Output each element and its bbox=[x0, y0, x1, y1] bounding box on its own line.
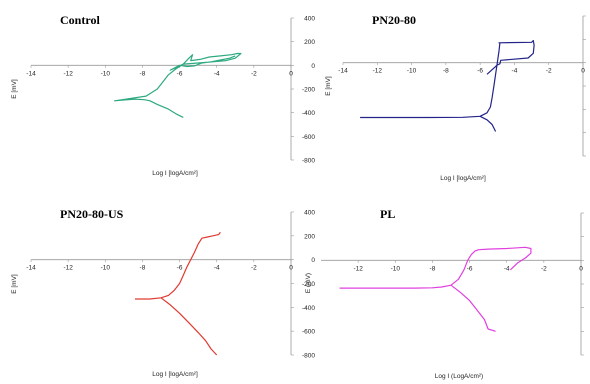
y-tick-label: -800 bbox=[302, 353, 315, 360]
y-tick-label: -600 bbox=[302, 134, 315, 141]
chart-title: Control bbox=[60, 13, 100, 27]
x-tick-label: -2 bbox=[546, 68, 552, 75]
series-line-1 bbox=[360, 39, 535, 119]
y-tick-label: -200 bbox=[302, 87, 315, 94]
x-tick-label: -12 bbox=[63, 70, 73, 77]
x-tick-label: -14 bbox=[26, 265, 36, 272]
x-tick-label: -6 bbox=[477, 68, 483, 75]
x-tick-label: -8 bbox=[140, 265, 146, 272]
x-tick-label: -8 bbox=[443, 68, 449, 75]
x-axis-label: Log I [logA/cm²] bbox=[152, 170, 198, 177]
y-tick-label: -400 bbox=[302, 305, 315, 312]
chart-panel-1: -14 -12 -10 -8 -6 -4 -2 0 400 200 0 -200 -400 -600 -80… bbox=[11, 13, 315, 177]
x-tick-label: -12 bbox=[63, 265, 73, 272]
x-tick-label: -12 bbox=[373, 68, 383, 75]
x-tick-label: -10 bbox=[101, 265, 111, 272]
x-tick-label: -6 bbox=[177, 70, 183, 77]
y-tick-label: -600 bbox=[302, 329, 315, 336]
y-tick-label: -200 bbox=[302, 281, 315, 288]
y-tick-label: 200 bbox=[304, 39, 315, 46]
x-axis-label: Log I [logA/cm²] bbox=[440, 175, 486, 182]
x-tick-label: -6 bbox=[467, 265, 473, 272]
y-tick-label: 0 bbox=[311, 63, 315, 70]
chart-panel-4: -12 -10 -8 -6 -4 -2 0 400 200 0 -200 -400 -600 -800 PL… bbox=[305, 207, 584, 380]
x-tick-label: -8 bbox=[140, 70, 146, 77]
x-tick-label: 0 bbox=[581, 68, 585, 75]
x-tick-label: 0 bbox=[289, 265, 293, 272]
x-tick-label: -10 bbox=[101, 70, 111, 77]
x-tick-label: -14 bbox=[26, 70, 36, 77]
y-tick-label: 200 bbox=[304, 233, 315, 240]
x-tick-label: -2 bbox=[251, 70, 257, 77]
chart-panel-2: -14-12-10-8-6-4-204002000-200-400-600-80… bbox=[325, 13, 586, 182]
x-tick-label: -4 bbox=[512, 68, 518, 75]
x-tick-label: -6 bbox=[177, 265, 183, 272]
y-tick-label: -400 bbox=[302, 110, 315, 117]
x-tick-label: -10 bbox=[391, 265, 401, 272]
y-axis-label: E [mV] bbox=[325, 76, 332, 96]
series-line-2 bbox=[450, 284, 496, 332]
x-axis-label: Log I (LogA/cm²) bbox=[435, 373, 483, 380]
series-line-2 bbox=[160, 297, 218, 356]
y-tick-label: -800 bbox=[302, 158, 315, 165]
x-tick-label: -2 bbox=[541, 265, 547, 272]
x-tick-label: -2 bbox=[251, 265, 257, 272]
x-tick-label: -4 bbox=[214, 265, 220, 272]
chart-title: PL bbox=[380, 207, 395, 221]
x-axis-label: Log I [logA/cm²] bbox=[152, 371, 198, 378]
x-tick-label: -10 bbox=[407, 68, 417, 75]
chart-title: PN20-80 bbox=[372, 13, 416, 27]
chart-title: PN20-80-US bbox=[60, 207, 124, 221]
x-tick-label: 0 bbox=[289, 70, 293, 77]
x-tick-label: -8 bbox=[430, 265, 436, 272]
series-line-2 bbox=[479, 115, 497, 132]
x-tick-label: -4 bbox=[214, 70, 220, 77]
y-tick-label: 400 bbox=[304, 16, 315, 23]
x-tick-label: -14 bbox=[338, 68, 348, 75]
series-line-1 bbox=[135, 231, 221, 300]
series-line-1 bbox=[339, 246, 532, 289]
x-tick-label: 0 bbox=[579, 265, 583, 272]
x-tick-label: -12 bbox=[353, 265, 363, 272]
x-tick-label: -4 bbox=[504, 265, 510, 272]
y-tick-label: 0 bbox=[311, 257, 315, 264]
chart-panel-3: -14 -12 -10 -8 -6 -4 -2 0 400 200 0 -200 -400 -600 -80… bbox=[11, 207, 315, 378]
y-axis-label: E (mV) bbox=[305, 273, 312, 293]
y-axis-label: E [mV] bbox=[11, 79, 18, 99]
series-line-1 bbox=[113, 52, 242, 118]
y-tick-label: 400 bbox=[304, 210, 315, 217]
y-axis-label: E [mV] bbox=[11, 274, 18, 294]
